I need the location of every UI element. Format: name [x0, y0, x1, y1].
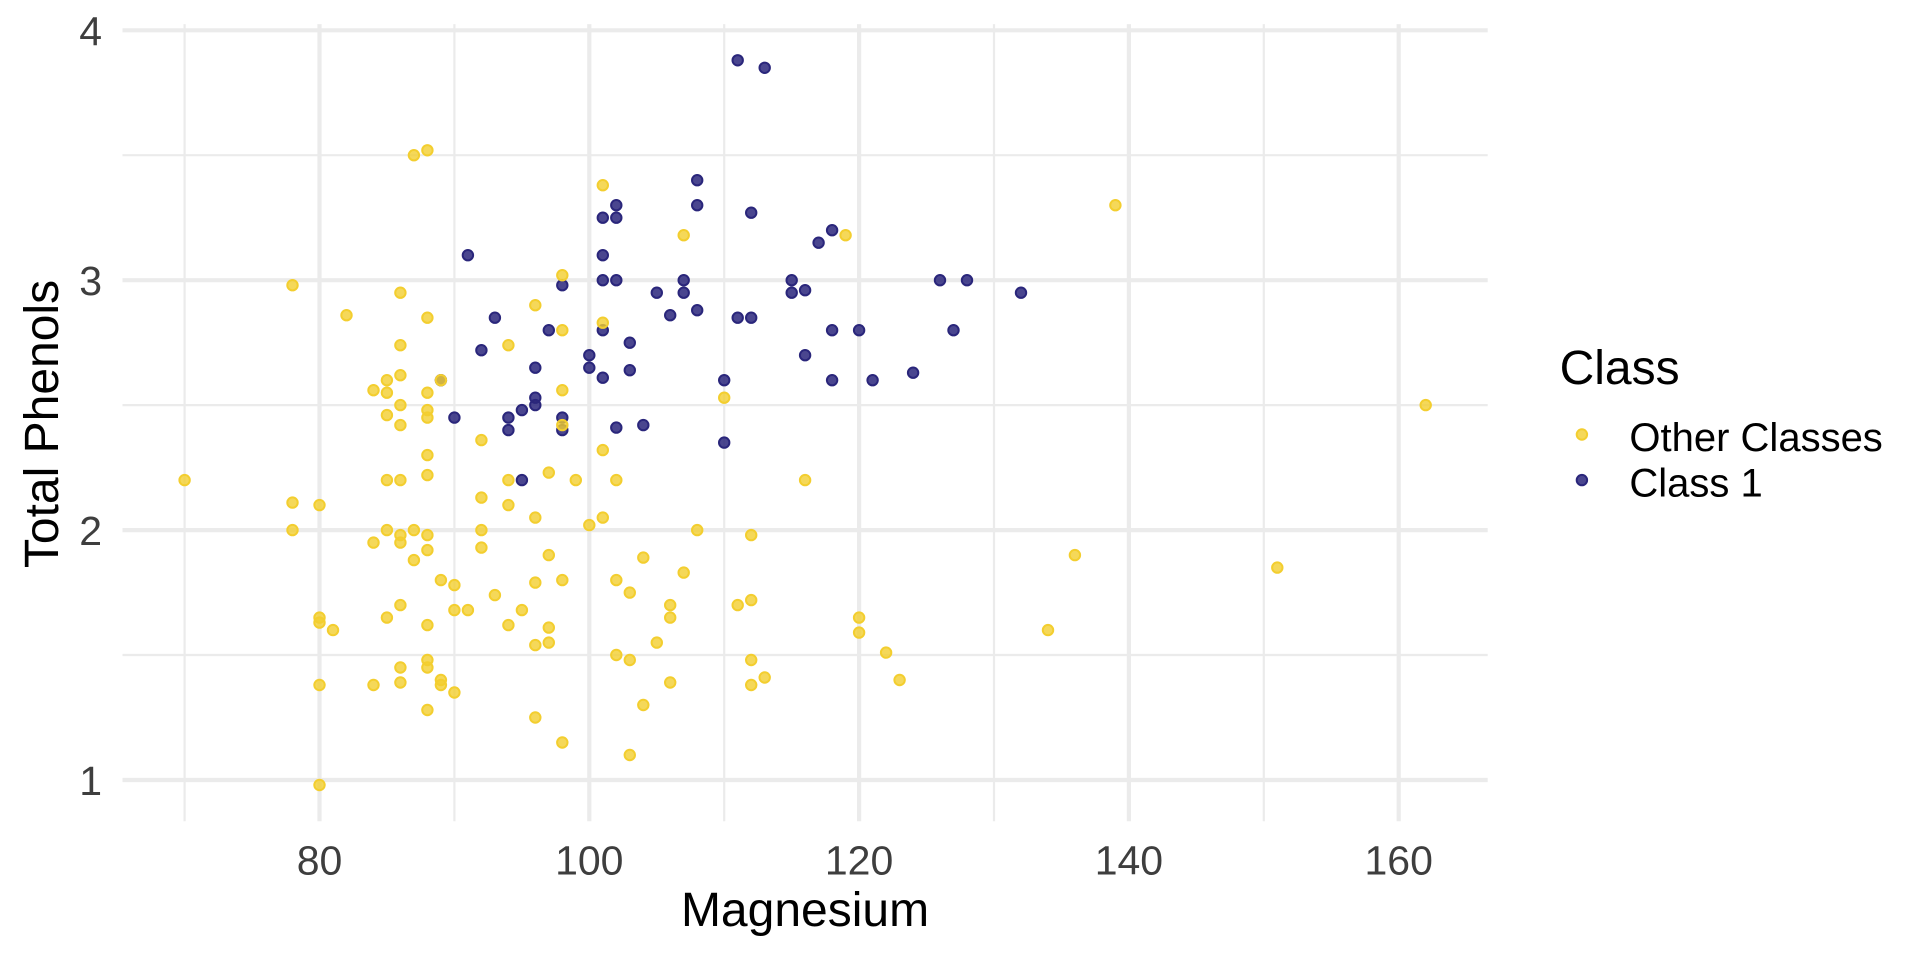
- svg-text:3: 3: [79, 258, 102, 304]
- svg-text:1: 1: [79, 758, 102, 804]
- svg-text:Class 1: Class 1: [1629, 462, 1762, 506]
- svg-text:100: 100: [555, 837, 623, 883]
- svg-text:80: 80: [297, 837, 343, 883]
- svg-text:120: 120: [825, 837, 893, 883]
- svg-text:Total Phenols: Total Phenols: [16, 280, 69, 568]
- svg-text:Magnesium: Magnesium: [681, 884, 929, 937]
- svg-text:4: 4: [79, 8, 102, 54]
- svg-text:140: 140: [1095, 837, 1163, 883]
- svg-text:2: 2: [79, 508, 102, 554]
- svg-text:160: 160: [1364, 837, 1432, 883]
- svg-text:Class: Class: [1560, 342, 1680, 395]
- svg-text:Other Classes: Other Classes: [1629, 416, 1882, 460]
